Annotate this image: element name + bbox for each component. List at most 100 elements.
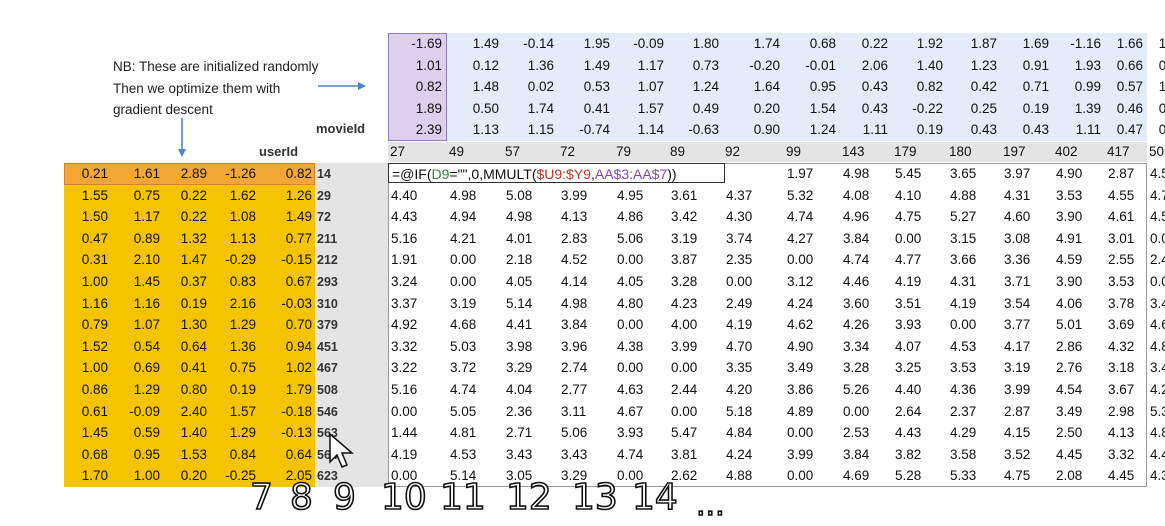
prediction-cell[interactable]: 4.19 bbox=[950, 295, 977, 311]
prediction-cell[interactable]: 3.11 bbox=[561, 403, 587, 419]
prediction-cell[interactable]: 4.81 bbox=[450, 425, 477, 441]
prediction-cell[interactable]: 3.93 bbox=[895, 317, 922, 333]
user-factor-cell[interactable]: 0.47 bbox=[81, 230, 108, 246]
prediction-cell[interactable]: 3.12 bbox=[787, 274, 814, 289]
prediction-cell[interactable]: 4.80 bbox=[617, 295, 644, 311]
movie-factor-cell[interactable]: 1.87 bbox=[970, 36, 997, 51]
prediction-cell[interactable]: 0.00 bbox=[450, 274, 477, 289]
user-factor-cell[interactable]: 1.29 bbox=[133, 382, 160, 397]
movie-factor-cell[interactable]: 1.11 bbox=[862, 122, 888, 137]
user-factor-cell[interactable]: 0.95 bbox=[133, 446, 160, 462]
prediction-cell[interactable]: 4.27 bbox=[787, 230, 814, 246]
movie-factor-cell[interactable]: 0.42 bbox=[970, 79, 997, 94]
prediction-cell[interactable]: 5.27 bbox=[950, 209, 977, 225]
movie-factor-cell[interactable]: 1.01 bbox=[415, 57, 442, 73]
prediction-cell[interactable]: 4.54 bbox=[1056, 382, 1083, 397]
prediction-cell[interactable]: 3.99 bbox=[561, 187, 588, 203]
user-factor-cell[interactable]: 0.79 bbox=[81, 317, 108, 333]
prediction-cell[interactable]: 3.53 bbox=[1108, 274, 1135, 289]
prediction-cell[interactable]: 4.53 bbox=[950, 338, 977, 354]
user-factor-cell[interactable]: 1.70 bbox=[81, 468, 108, 484]
prediction-cell[interactable]: 3.43 bbox=[561, 446, 588, 462]
prediction-cell[interactable]: 4.74 bbox=[843, 252, 870, 268]
prediction-cell[interactable]: 5.06 bbox=[561, 425, 588, 441]
prediction-cell[interactable]: 2.86 bbox=[1056, 338, 1083, 354]
prediction-cell[interactable]: 4.74 bbox=[617, 446, 644, 462]
prediction-cell[interactable]: 4.61 bbox=[1108, 209, 1135, 225]
movie-factor-cell[interactable]: 1.54 bbox=[809, 100, 836, 116]
prediction-cell[interactable]: 2.50 bbox=[1056, 425, 1083, 441]
prediction-cell[interactable]: 5.16 bbox=[391, 230, 418, 246]
prediction-cell[interactable]: 4.17 bbox=[1004, 338, 1031, 354]
movie-factor-cell[interactable]: 1.36 bbox=[527, 57, 554, 73]
prediction-cell[interactable]: 0.00 bbox=[671, 403, 698, 419]
movie-factor-cell[interactable]: 1.39 bbox=[1074, 100, 1101, 116]
user-factor-cell[interactable]: 1.49 bbox=[285, 209, 312, 225]
prediction-cell[interactable]: 0.00 bbox=[617, 252, 644, 268]
prediction-cell[interactable]: 3.84 bbox=[843, 446, 870, 462]
user-factor-cell[interactable]: 0.61 bbox=[81, 403, 108, 419]
movie-factor-cell[interactable]: 1.80 bbox=[692, 36, 719, 51]
prediction-cell[interactable]: 4.52 bbox=[561, 252, 588, 268]
prediction-cell[interactable]: 3.19 bbox=[1004, 360, 1031, 376]
movie-factor-cell[interactable]: 1.92 bbox=[916, 36, 943, 51]
prediction-cell[interactable]: 3.90 bbox=[1056, 274, 1083, 289]
prediction-cell[interactable]: 3.54 bbox=[1004, 295, 1031, 311]
user-factor-cell[interactable]: 0.84 bbox=[229, 446, 256, 462]
prediction-cell[interactable]: 4.60 bbox=[1004, 209, 1031, 225]
user-factor-cell[interactable]: 0.31 bbox=[81, 252, 108, 268]
prediction-cell[interactable]: 3.49 bbox=[787, 360, 814, 376]
prediction-cell[interactable]: 5.14 bbox=[450, 468, 477, 484]
prediction-cell[interactable]: 2.44 bbox=[671, 382, 698, 397]
prediction-cell[interactable]: 4.84 bbox=[726, 425, 753, 441]
prediction-cell[interactable]: 2.36 bbox=[506, 403, 533, 419]
movie-factor-cell[interactable]: -0.14 bbox=[523, 36, 554, 51]
user-factor-cell[interactable]: 1.61 bbox=[133, 166, 160, 181]
prediction-cell[interactable]: 4.13 bbox=[561, 209, 588, 225]
prediction-cell[interactable]: 4.98 bbox=[843, 166, 870, 181]
prediction-cell[interactable]: 5.06 bbox=[617, 230, 644, 246]
movie-factor-cell[interactable]: 1.64 bbox=[753, 79, 780, 94]
prediction-cell[interactable]: 4.98 bbox=[450, 187, 477, 203]
prediction-cell[interactable]: 5.18 bbox=[726, 403, 753, 419]
prediction-cell[interactable]: 4.19 bbox=[391, 446, 418, 462]
prediction-cell[interactable]: 5.26 bbox=[843, 382, 870, 397]
user-factor-cell[interactable]: 1.02 bbox=[285, 360, 312, 376]
prediction-cell[interactable]: 3.19 bbox=[671, 230, 698, 246]
prediction-cell[interactable]: 3.72 bbox=[450, 360, 477, 376]
prediction-cell[interactable]: 1.44 bbox=[391, 425, 418, 441]
prediction-cell[interactable]: 3.86 bbox=[787, 382, 814, 397]
movie-factor-cell[interactable]: 0.43 bbox=[1022, 122, 1049, 137]
prediction-cell[interactable]: 4.86 bbox=[617, 209, 644, 225]
prediction-cell[interactable]: 3.36 bbox=[1004, 252, 1031, 268]
user-factor-cell[interactable]: 1.16 bbox=[81, 295, 108, 311]
user-factor-cell[interactable]: 1.00 bbox=[81, 360, 108, 376]
movie-factor-cell[interactable]: 1.24 bbox=[809, 122, 836, 137]
prediction-cell[interactable]: 3.42 bbox=[671, 209, 698, 225]
prediction-cell[interactable]: 3.32 bbox=[1108, 446, 1135, 462]
prediction-cell[interactable]: 4.07 bbox=[895, 338, 922, 354]
prediction-cell[interactable]: 4.88 bbox=[726, 468, 753, 484]
user-factor-cell[interactable]: 0.59 bbox=[133, 425, 160, 441]
movie-factor-cell[interactable]: 0.43 bbox=[861, 100, 888, 116]
prediction-cell[interactable]: 5.47 bbox=[671, 425, 698, 441]
movie-factor-cell[interactable]: -0.20 bbox=[749, 57, 780, 73]
prediction-cell[interactable]: 3.78 bbox=[1108, 295, 1135, 311]
prediction-cell[interactable]: 0.00 bbox=[1150, 230, 1165, 246]
user-factor-cell[interactable]: 0.22 bbox=[180, 187, 207, 203]
prediction-cell[interactable]: 4.75 bbox=[895, 209, 922, 225]
prediction-cell[interactable]: 4.75 bbox=[1004, 468, 1031, 484]
prediction-cell[interactable]: 2.41 bbox=[1150, 252, 1165, 268]
prediction-cell[interactable]: 0.00 bbox=[671, 360, 698, 376]
prediction-cell[interactable]: 3.53 bbox=[1056, 187, 1083, 203]
prediction-cell[interactable]: 3.25 bbox=[895, 360, 922, 376]
prediction-cell[interactable]: 4.92 bbox=[391, 317, 418, 333]
movie-factor-cell[interactable]: 1.14 bbox=[637, 122, 664, 137]
prediction-cell[interactable]: 0.00 bbox=[1150, 274, 1165, 289]
prediction-cell[interactable]: 4.87 bbox=[1150, 425, 1165, 441]
prediction-cell[interactable]: 3.71 bbox=[1004, 274, 1031, 289]
prediction-cell[interactable]: 4.63 bbox=[1150, 317, 1165, 333]
user-factor-cell[interactable]: 1.07 bbox=[133, 317, 160, 333]
prediction-cell[interactable]: 0.00 bbox=[787, 468, 814, 484]
prediction-cell[interactable]: 3.93 bbox=[617, 425, 644, 441]
